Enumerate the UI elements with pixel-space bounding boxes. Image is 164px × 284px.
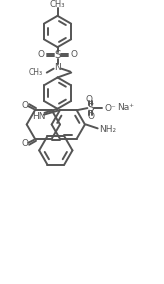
Text: O: O: [37, 51, 44, 59]
Text: S: S: [87, 103, 94, 113]
Text: O: O: [22, 101, 29, 110]
Text: S: S: [54, 50, 61, 60]
Text: O⁻: O⁻: [104, 104, 116, 112]
Text: CH₃: CH₃: [50, 0, 65, 9]
Text: N: N: [54, 63, 61, 72]
Text: HN: HN: [32, 112, 46, 121]
Text: Na⁺: Na⁺: [117, 103, 134, 112]
Text: NH₂: NH₂: [100, 125, 117, 134]
Text: O: O: [86, 95, 93, 104]
Text: CH₃: CH₃: [29, 68, 43, 77]
Text: O: O: [22, 139, 29, 148]
Text: O: O: [71, 51, 78, 59]
Text: O: O: [88, 112, 95, 121]
